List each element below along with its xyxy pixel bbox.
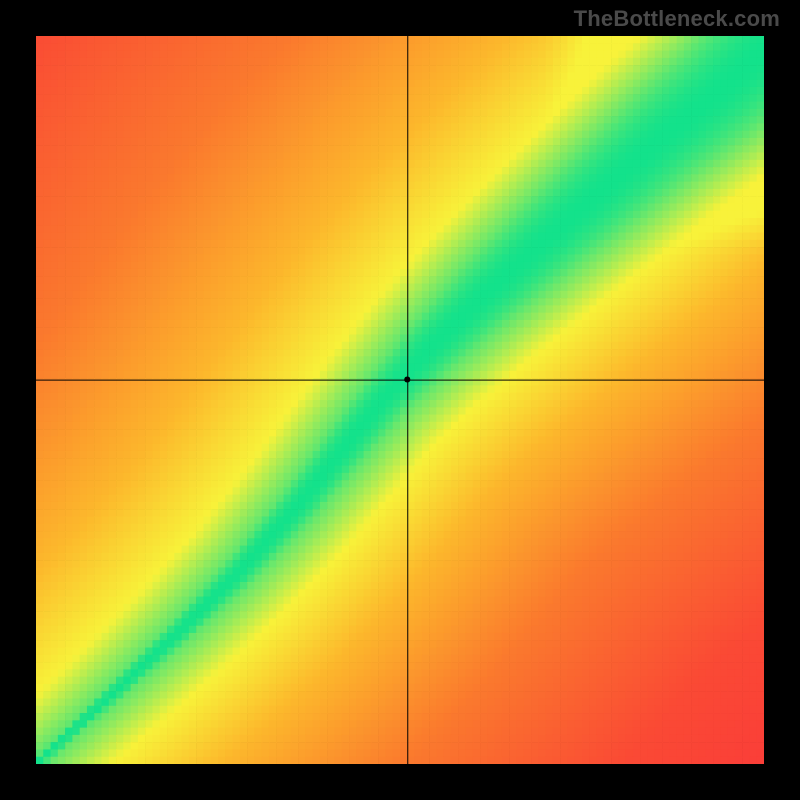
watermark-text: TheBottleneck.com xyxy=(574,6,780,32)
bottleneck-heatmap-canvas xyxy=(36,36,764,764)
bottleneck-heatmap-container: { "meta": { "source_watermark": "TheBott… xyxy=(0,0,800,800)
